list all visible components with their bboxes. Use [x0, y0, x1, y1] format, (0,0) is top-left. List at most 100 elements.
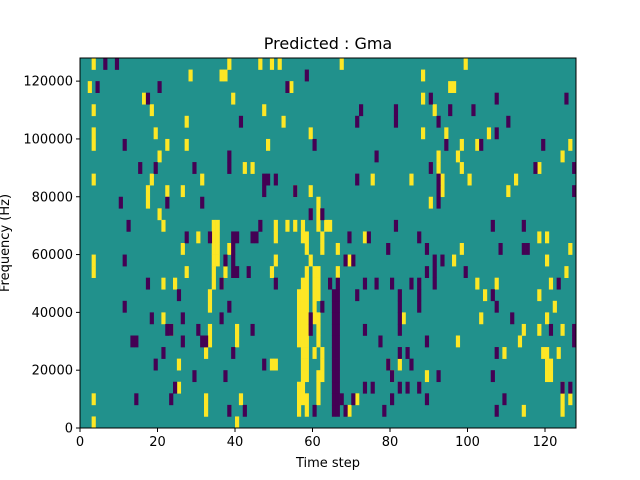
heatmap-cell-high [207, 289, 213, 302]
heatmap-cell-high [223, 69, 228, 82]
plot-area [79, 57, 577, 429]
heatmap-cell-low [180, 335, 185, 348]
heatmap-cell-high [312, 312, 317, 325]
heatmap-cell-high [548, 277, 554, 290]
heatmap-cell-low [370, 381, 375, 394]
heatmap-cell-low [331, 370, 337, 383]
heatmap-cell-high [207, 323, 213, 336]
heatmap-cell-low [417, 381, 422, 394]
heatmap-cell-high [250, 162, 255, 174]
heatmap-cell-high [273, 254, 278, 267]
heatmap-cell-low [355, 115, 360, 128]
heatmap-cell-low [448, 104, 453, 117]
heatmap-cell-high [285, 219, 290, 232]
heatmap-cell-high [300, 312, 306, 325]
heatmap-cell-high [300, 219, 306, 232]
heatmap-cell-high [161, 277, 166, 290]
heatmap-cell-low [378, 335, 383, 348]
heatmap-cell-low [145, 277, 151, 290]
heatmap-cell-low [355, 173, 360, 186]
heatmap-cell-low [494, 404, 499, 417]
heatmap-cell-low [572, 162, 577, 174]
heatmap-cell-high [568, 243, 573, 255]
heatmap-cell-high [91, 104, 96, 117]
heatmap-cell-low [130, 335, 135, 348]
heatmap-cell-low [335, 323, 340, 336]
heatmap-cell-high [517, 335, 523, 348]
heatmap-cell-low [397, 289, 402, 302]
heatmap-cell-low [304, 69, 309, 82]
heatmap-cell-high [537, 231, 542, 244]
heatmap-cell-low [192, 370, 197, 383]
heatmap-cell-high [196, 231, 201, 244]
heatmap-cell-low [335, 393, 340, 406]
heatmap-cell-high [215, 254, 220, 267]
heatmap-cell-low [440, 254, 445, 267]
heatmap-cell-high [421, 127, 426, 140]
heatmap-cell-low [331, 347, 337, 359]
heatmap-cell-low [176, 289, 182, 302]
heatmap-cell-high [297, 404, 302, 417]
heatmap-cell-high [300, 289, 306, 302]
heatmap-cell-high [339, 58, 344, 70]
heatmap-cell-low [157, 81, 162, 93]
heatmap-cell-low [335, 277, 340, 290]
heatmap-cell-low [397, 300, 402, 313]
heatmap-cell-low [103, 58, 108, 70]
heatmap-cell-low [409, 358, 414, 371]
heatmap-cell-high [211, 231, 216, 244]
heatmap-cell-high [537, 162, 542, 174]
heatmap-cell-high [184, 115, 189, 128]
heatmap-cell-low [242, 404, 247, 417]
heatmap-cell-low [231, 266, 236, 278]
heatmap-cell-low [258, 219, 263, 232]
heatmap-cell-high [297, 335, 302, 348]
heatmap-cell-low [331, 358, 337, 371]
heatmap-cell-low [262, 358, 267, 371]
heatmap-cell-low [386, 358, 391, 371]
heatmap-cell-low [254, 231, 259, 244]
heatmap-cell-low [362, 381, 368, 394]
heatmap-cell-low [238, 115, 244, 128]
heatmap-cell-low [219, 277, 224, 290]
heatmap-cell-low [250, 323, 255, 336]
heatmap-cell-high [281, 115, 286, 128]
heatmap-cell-high [459, 162, 464, 174]
heatmap-cell-high [308, 185, 313, 198]
heatmap-cell-low [331, 381, 337, 394]
heatmap-cell-low [405, 347, 410, 359]
heatmap-cell-low [122, 138, 127, 151]
heatmap-cell-low [331, 289, 337, 302]
heatmap-cells [87, 58, 577, 429]
heatmap-cell-high [211, 266, 216, 278]
heatmap-cell-high [537, 289, 542, 302]
heatmap-cell-high [316, 312, 321, 325]
heatmap-cell-low [145, 92, 151, 105]
heatmap-cell-low [417, 289, 422, 302]
heatmap-cell-high [436, 162, 441, 174]
heatmap-cell-low [428, 162, 433, 174]
heatmap-cell-high [304, 347, 309, 359]
heatmap-cell-high [304, 243, 309, 255]
x-tick-label: 40 [227, 435, 244, 450]
heatmap-cell-high [312, 347, 317, 359]
heatmap-cell-high [335, 243, 340, 255]
heatmap-cell-high [204, 404, 209, 417]
heatmap-cell-high [312, 266, 317, 278]
y-tick-label: 20000 [32, 364, 73, 379]
heatmap-cell-low [374, 277, 379, 290]
heatmap-cell-high [556, 347, 561, 359]
heatmap-cell-low [273, 173, 278, 186]
heatmap-cell-high [421, 69, 426, 82]
heatmap-cell-low [204, 335, 209, 348]
heatmap-cell-high [475, 277, 480, 290]
heatmap-cell-low [153, 162, 158, 174]
heatmap-cell-low [506, 115, 511, 128]
heatmap-cell-high [475, 138, 480, 151]
heatmap-cell-high [448, 81, 453, 93]
heatmap-cell-high [308, 254, 313, 267]
heatmap-cell-high [428, 196, 433, 209]
heatmap-cell-high [231, 92, 236, 105]
heatmap-cell-high [277, 58, 282, 70]
heatmap-cell-low [126, 219, 131, 232]
